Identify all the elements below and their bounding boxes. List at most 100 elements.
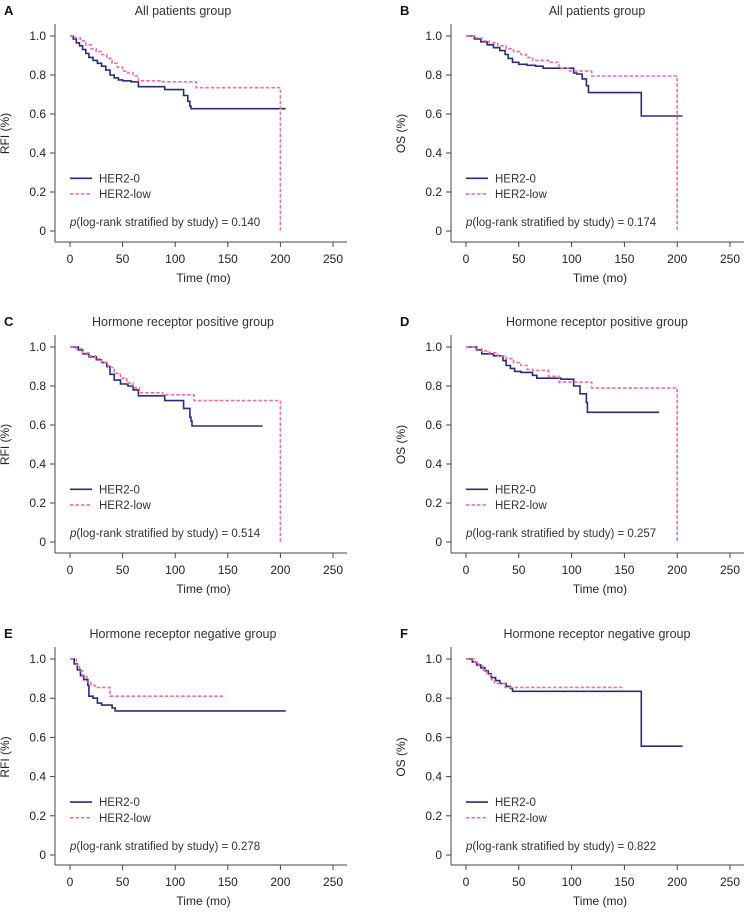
chart-title: All patients group <box>549 4 646 18</box>
y-tick-label: 0.4 <box>29 770 46 784</box>
series-line-her2-0 <box>70 658 286 712</box>
legend-label: HER2-0 <box>495 484 536 496</box>
series-line-her2-0 <box>70 35 286 110</box>
x-tick-label: 250 <box>720 563 740 577</box>
series-line-her2-low <box>70 658 226 697</box>
y-tick-label: 0.2 <box>29 185 46 199</box>
x-tick-label: 0 <box>67 875 74 889</box>
x-tick-label: 50 <box>512 875 526 889</box>
legend-label: HER2-low <box>99 189 151 201</box>
panel-d: D Hormone receptor positive group 0 0.2 0.4 0… <box>394 314 744 596</box>
legend-label: HER2-low <box>99 813 151 825</box>
y-tick-label: 0 <box>39 224 46 238</box>
series-line-her2-low <box>466 346 678 542</box>
x-tick-label: 100 <box>562 563 582 577</box>
legend-label: HER2-low <box>99 500 151 512</box>
y-tick-label: 1.0 <box>29 652 46 666</box>
legend-label: HER2-low <box>495 813 547 825</box>
y-tick-label: 0.6 <box>29 107 46 121</box>
y-axis-label: RFI (%) <box>0 736 12 777</box>
legend-label: HER2-0 <box>99 797 140 809</box>
x-tick-label: 50 <box>116 563 130 577</box>
panel-b: B All patients group 0 0.2 0.4 0.6 0.8 1.0 0 50 10… <box>394 3 744 285</box>
y-tick-label: 1.0 <box>29 29 46 43</box>
x-tick-label: 200 <box>270 252 290 266</box>
chart-title: Hormone receptor positive group <box>92 315 274 329</box>
series-line-her2-low <box>466 658 623 689</box>
y-tick-label: 0.4 <box>425 770 442 784</box>
x-tick-label: 150 <box>218 563 238 577</box>
p-value-text: (log-rank stratified by study) = 0.257 <box>472 528 656 540</box>
p-value-text: (log-rank stratified by study) = 0.174 <box>472 217 656 229</box>
x-tick-label: 100 <box>165 252 185 266</box>
y-tick-label: 0.2 <box>425 185 442 199</box>
panel-letter: F <box>400 626 408 641</box>
x-tick-label: 250 <box>323 875 343 889</box>
p-symbol: p <box>69 528 77 540</box>
p-value-text: (log-rank stratified by study) = 0.140 <box>76 217 260 229</box>
y-tick-label: 0 <box>39 848 46 862</box>
x-tick-label: 50 <box>116 252 130 266</box>
y-tick-label: 0.8 <box>29 691 46 705</box>
p-value-text: (log-rank stratified by study) = 0.278 <box>76 841 260 853</box>
x-tick-label: 50 <box>512 563 526 577</box>
y-tick-label: 0.4 <box>29 146 46 160</box>
x-axis-label: Time (mo) <box>573 271 627 285</box>
y-tick-label: 0.4 <box>425 146 442 160</box>
x-tick-label: 100 <box>165 875 185 889</box>
series-line-her2-low <box>70 35 282 231</box>
y-tick-label: 0.2 <box>29 496 46 510</box>
chart-title: All patients group <box>135 4 232 18</box>
x-tick-label: 0 <box>67 563 74 577</box>
x-tick-label: 0 <box>463 563 470 577</box>
y-tick-label: 0.6 <box>425 107 442 121</box>
legend-label: HER2-0 <box>495 797 536 809</box>
x-tick-label: 200 <box>667 252 687 266</box>
p-value-annotation: p(log-rank stratified by study) = 0.174 <box>465 217 657 229</box>
p-symbol: p <box>69 217 77 229</box>
panel-letter: C <box>4 314 14 329</box>
p-symbol: p <box>465 217 473 229</box>
y-tick-label: 1.0 <box>425 29 442 43</box>
p-value-annotation: p(log-rank stratified by study) = 0.257 <box>465 528 656 540</box>
y-tick-label: 0 <box>435 848 442 862</box>
legend-label: HER2-0 <box>99 173 140 185</box>
x-tick-label: 100 <box>562 252 582 266</box>
y-tick-label: 0.8 <box>29 68 46 82</box>
x-axis-label: Time (mo) <box>176 271 230 285</box>
y-axis-label: OS (%) <box>394 425 408 464</box>
p-value-annotation: p(log-rank stratified by study) = 0.514 <box>69 528 261 540</box>
series-line-her2-low <box>70 346 282 542</box>
panel-letter: A <box>4 3 14 18</box>
x-tick-label: 200 <box>270 563 290 577</box>
x-tick-label: 0 <box>67 252 74 266</box>
panel-letter: D <box>400 314 409 329</box>
y-axis-label: RFI (%) <box>0 424 12 465</box>
y-tick-label: 0.2 <box>425 496 442 510</box>
x-tick-label: 200 <box>667 875 687 889</box>
panel-a: A All patients group 0 0.2 0.4 0.6 0.8 1.0 0 50 10… <box>0 3 347 285</box>
x-tick-label: 150 <box>218 252 238 266</box>
p-value-annotation: p(log-rank stratified by study) = 0.278 <box>69 841 260 853</box>
y-tick-label: 0.2 <box>425 809 442 823</box>
y-tick-label: 1.0 <box>425 340 442 354</box>
chart-title: Hormone receptor positive group <box>506 315 688 329</box>
y-tick-label: 0.4 <box>29 457 46 471</box>
y-axis-label: RFI (%) <box>0 113 12 154</box>
panel-letter: B <box>400 3 409 18</box>
y-tick-label: 1.0 <box>425 652 442 666</box>
p-symbol: p <box>69 841 77 853</box>
p-value-annotation: p(log-rank stratified by study) = 0.140 <box>69 217 260 229</box>
y-tick-label: 0.8 <box>425 379 442 393</box>
y-tick-label: 0.6 <box>425 418 442 432</box>
y-axis-label: OS (%) <box>394 737 408 776</box>
y-tick-label: 0.6 <box>29 418 46 432</box>
chart-title: Hormone receptor negative group <box>90 627 277 641</box>
y-tick-label: 0.2 <box>29 809 46 823</box>
y-tick-label: 1.0 <box>29 340 46 354</box>
x-tick-label: 150 <box>614 252 634 266</box>
legend-label: HER2-low <box>495 500 547 512</box>
x-tick-label: 0 <box>463 875 470 889</box>
x-tick-label: 150 <box>614 875 634 889</box>
series-line-her2-low <box>466 35 678 231</box>
